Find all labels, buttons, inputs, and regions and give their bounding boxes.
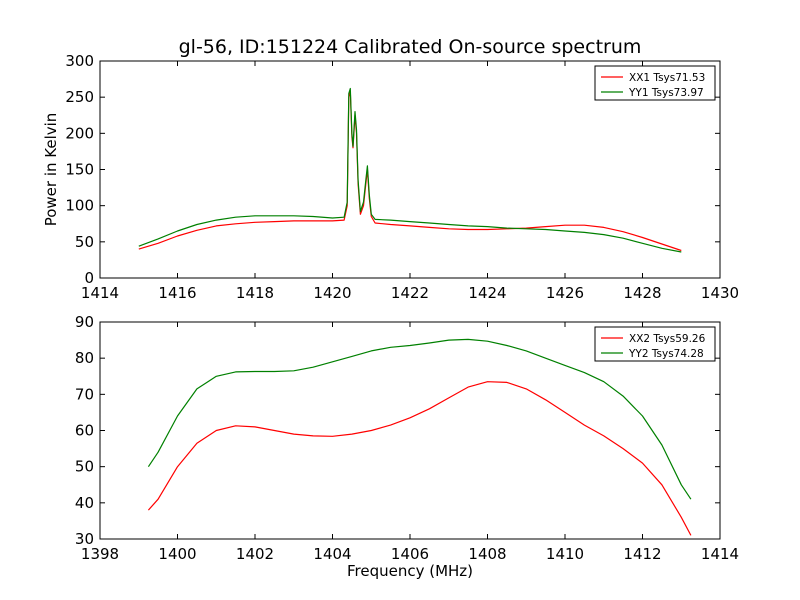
y-tick-label: 100 — [65, 197, 94, 215]
y-tick-label: 50 — [75, 233, 94, 251]
y-tick-label: 60 — [75, 422, 94, 440]
x-tick-label: 1414 — [701, 545, 739, 563]
x-tick-label: 1416 — [158, 284, 196, 302]
series-line-2 — [147, 338, 692, 500]
series-line-2 — [138, 87, 682, 253]
x-tick-label: 1402 — [236, 545, 274, 563]
x-axis-label: Frequency (MHz) — [347, 562, 473, 580]
legend: XX1 Tsys71.53 YY1 Tsys73.97 — [594, 65, 716, 101]
x-tick-label: 1428 — [623, 284, 661, 302]
legend-label-2: YY2 Tsys74.28 — [628, 348, 704, 360]
y-tick-label: 50 — [75, 458, 94, 476]
legend-box — [594, 65, 716, 101]
x-tick-label: 1408 — [468, 545, 506, 563]
x-tick-label: 1418 — [236, 284, 274, 302]
x-tick-label: 1414 — [81, 284, 119, 302]
x-tick-label: 1412 — [623, 545, 661, 563]
series-line-1 — [147, 381, 692, 536]
legend-label-1: XX2 Tsys59.26 — [629, 333, 706, 345]
panel-2: 1398 1400 1402 1404 1406 1408 1410 1412 1414 30 40… — [75, 313, 739, 580]
legend-label-1: XX1 Tsys71.53 — [629, 72, 705, 84]
y-tick-label: 80 — [75, 349, 94, 367]
y-tick-label: 30 — [75, 530, 94, 548]
y-tick-label: 0 — [84, 269, 94, 287]
x-tick-label: 1406 — [391, 545, 429, 563]
legend-label-2: YY1 Tsys73.97 — [628, 87, 704, 99]
x-tick-label: 1424 — [468, 284, 506, 302]
figure-title: gl-56, ID:151224 Calibrated On-source sp… — [179, 36, 642, 58]
x-tick-label: 1422 — [391, 284, 429, 302]
y-tick-label: 200 — [65, 124, 94, 142]
x-tick-label: 1426 — [546, 284, 584, 302]
y-tick-label: 70 — [75, 385, 94, 403]
x-tick-label: 1398 — [81, 545, 119, 563]
panel-1: 1414 1416 1418 1420 1422 1424 1426 1428 1430 0 50 1… — [42, 52, 739, 302]
x-tick-label: 1400 — [158, 545, 196, 563]
y-tick-label: 250 — [65, 88, 94, 106]
x-tick-label: 1404 — [313, 545, 351, 563]
x-tick-label: 1410 — [546, 545, 584, 563]
y-tick-label: 300 — [65, 52, 94, 70]
y-tick-label: 150 — [65, 161, 94, 179]
series-line-1 — [138, 90, 682, 252]
x-tick-label: 1420 — [313, 284, 351, 302]
legend-box — [594, 326, 716, 362]
legend: XX2 Tsys59.26 YY2 Tsys74.28 — [594, 326, 716, 362]
y-tick-label: 40 — [75, 494, 94, 512]
y-axis-label: Power in Kelvin — [42, 113, 60, 227]
x-tick-label: 1430 — [701, 284, 739, 302]
y-tick-label: 90 — [75, 313, 94, 331]
